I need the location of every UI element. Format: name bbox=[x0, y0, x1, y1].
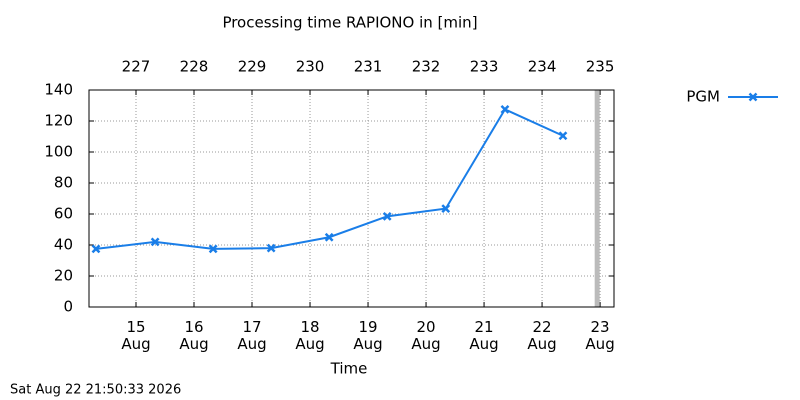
x2-tick-label: 227 bbox=[122, 58, 151, 76]
y-tick-label: 40 bbox=[54, 236, 73, 254]
x-tick-label: 20 Aug bbox=[411, 318, 440, 353]
marker-stroke bbox=[500, 104, 510, 114]
legend-label: PGM bbox=[686, 88, 720, 106]
x-tick-label: 16 Aug bbox=[179, 318, 208, 353]
plot-frame bbox=[88, 89, 615, 308]
x2-tick-label: 230 bbox=[296, 58, 325, 76]
x2-tick-label: 229 bbox=[238, 58, 267, 76]
marker bbox=[382, 211, 392, 221]
marker bbox=[208, 244, 218, 254]
marker bbox=[150, 237, 160, 247]
y-tick-label: 120 bbox=[44, 112, 73, 130]
x2-tick-label: 228 bbox=[180, 58, 209, 76]
x-tick-label: 15 Aug bbox=[121, 318, 150, 353]
marker-stroke bbox=[266, 243, 276, 253]
x2-tick-label: 235 bbox=[586, 58, 615, 76]
x-tick-label: 21 Aug bbox=[469, 318, 498, 353]
marker-stroke bbox=[91, 244, 101, 254]
chart-title: Processing time RAPIONO in [min] bbox=[222, 14, 477, 32]
x-tick-label: 18 Aug bbox=[295, 318, 324, 353]
footer-timestamp: Sat Aug 22 21:50:33 2026 bbox=[10, 383, 181, 398]
marker-stroke bbox=[441, 204, 451, 213]
marker bbox=[441, 204, 451, 213]
x-tick-label: 23 Aug bbox=[585, 318, 614, 353]
marker bbox=[266, 243, 276, 253]
x2-tick-label: 234 bbox=[528, 58, 557, 76]
y-tick-label: 0 bbox=[63, 298, 73, 316]
y-tick-label: 140 bbox=[44, 81, 73, 99]
marker-stroke bbox=[382, 211, 392, 221]
marker bbox=[558, 131, 568, 141]
x-tick-label: 19 Aug bbox=[353, 318, 382, 353]
marker-stroke bbox=[324, 232, 334, 242]
x2-tick-label: 233 bbox=[470, 58, 499, 76]
marker bbox=[91, 244, 101, 254]
x2-tick-label: 231 bbox=[354, 58, 383, 76]
marker bbox=[748, 92, 758, 102]
x2-tick-label: 232 bbox=[412, 58, 441, 76]
x-tick-label: 17 Aug bbox=[237, 318, 266, 353]
series-line bbox=[95, 108, 564, 250]
marker-stroke bbox=[208, 244, 218, 254]
marker bbox=[500, 104, 510, 114]
marker-stroke bbox=[558, 131, 568, 141]
marker bbox=[324, 232, 334, 242]
x-axis-label: Time bbox=[330, 360, 368, 378]
y-tick-label: 80 bbox=[54, 174, 73, 192]
y-tick-label: 20 bbox=[54, 267, 73, 285]
marker-stroke bbox=[748, 92, 758, 102]
y-tick-label: 60 bbox=[54, 205, 73, 223]
y-tick-label: 100 bbox=[44, 143, 73, 161]
marker-stroke bbox=[150, 237, 160, 247]
x-tick-label: 22 Aug bbox=[527, 318, 556, 353]
